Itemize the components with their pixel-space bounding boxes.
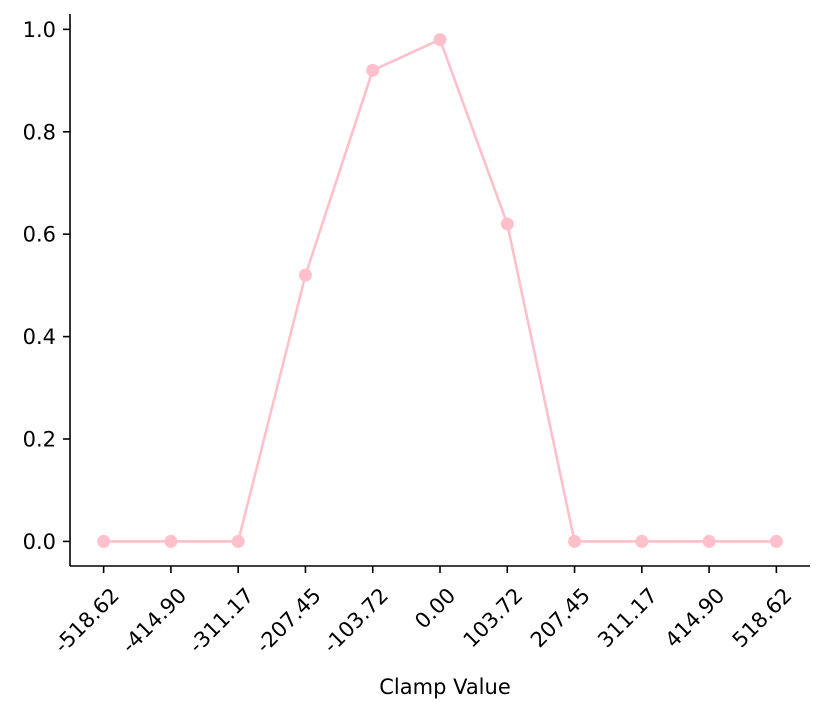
data-point: [635, 534, 649, 548]
data-point: [500, 217, 514, 231]
y-tick-label: 0.2: [23, 428, 56, 452]
x-tick-label: -103.72: [319, 583, 393, 657]
x-tick-label: 311.17: [593, 583, 662, 652]
x-tick-label: -518.62: [50, 583, 124, 657]
data-point: [366, 63, 380, 77]
x-tick-label: 0.00: [410, 583, 460, 633]
y-tick-label: 0.8: [23, 120, 56, 144]
x-tick-label: -414.90: [117, 583, 191, 657]
data-point: [231, 534, 245, 548]
data-point: [298, 268, 312, 282]
data-point: [97, 534, 111, 548]
data-point: [568, 534, 582, 548]
y-tick-label: 1.0: [23, 18, 56, 42]
y-tick-label: 0.6: [23, 223, 56, 247]
y-tick-label: 0.4: [23, 325, 56, 349]
x-tick-label: 103.72: [459, 583, 528, 652]
data-point: [433, 33, 447, 47]
x-tick-label: -207.45: [251, 583, 325, 657]
data-point: [769, 534, 783, 548]
data-point: [702, 534, 716, 548]
x-tick-label: 207.45: [526, 583, 595, 652]
y-tick-label: 0.0: [23, 530, 56, 554]
x-tick-label: -311.17: [184, 583, 258, 657]
x-tick-label: 518.62: [728, 583, 797, 652]
plot-area: 0.0 0.2 0.4 0.6 0.8 1.0 -518.62-414.90-311.17-…: [23, 14, 810, 658]
x-axis-label: Clamp Value: [379, 675, 511, 699]
series-line: [102, 38, 778, 543]
x-tick-label: 414.90: [660, 583, 729, 652]
data-point: [164, 534, 178, 548]
